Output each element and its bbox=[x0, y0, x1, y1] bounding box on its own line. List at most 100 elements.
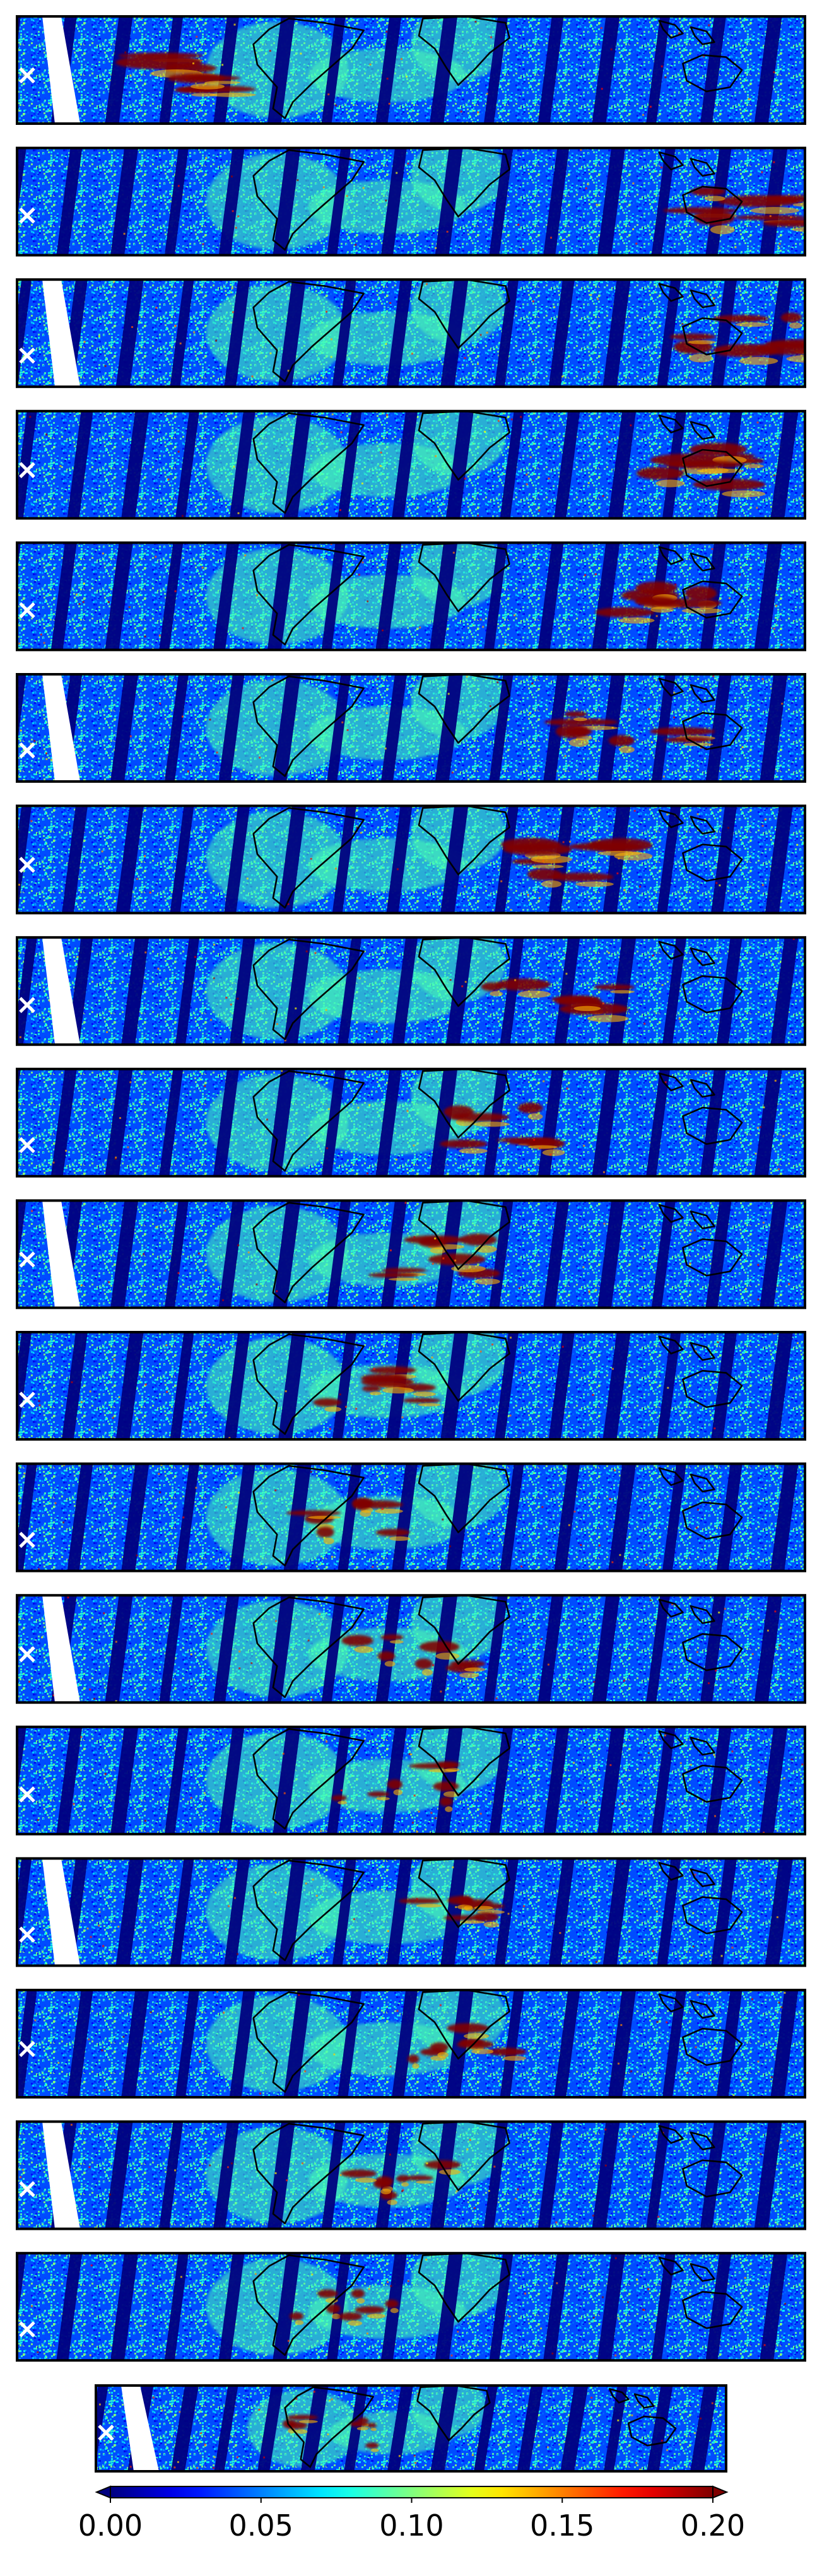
map-panel bbox=[16, 1462, 806, 1572]
start-marker-icon bbox=[98, 2425, 114, 2441]
start-marker-icon bbox=[19, 602, 35, 619]
coastline bbox=[627, 2415, 677, 2447]
panel-frame bbox=[16, 1199, 806, 1309]
map-panel bbox=[16, 15, 806, 125]
panel-frame bbox=[16, 936, 806, 1046]
coastline bbox=[658, 546, 684, 565]
coastline bbox=[690, 289, 715, 308]
coastline bbox=[682, 580, 743, 619]
coastline bbox=[658, 151, 684, 170]
map-panel bbox=[16, 1989, 806, 2099]
coastline bbox=[418, 937, 510, 1007]
coastline bbox=[658, 1467, 684, 1486]
map-panel bbox=[16, 541, 806, 652]
colorbar-body bbox=[95, 2485, 729, 2499]
coastline bbox=[682, 2291, 743, 2329]
coastline bbox=[418, 2253, 510, 2323]
coastline bbox=[418, 1200, 510, 1270]
coastline bbox=[252, 1991, 365, 2093]
coastline bbox=[658, 2125, 684, 2144]
panel-frame bbox=[16, 278, 806, 389]
start-marker-icon bbox=[19, 1251, 35, 1268]
coastline bbox=[252, 1202, 365, 1304]
panel-frame bbox=[16, 1462, 806, 1572]
coastline bbox=[418, 1068, 510, 1139]
start-marker-icon bbox=[19, 857, 35, 873]
coastline bbox=[252, 1596, 365, 1698]
colorbar-tick-label: 0.15 bbox=[530, 2509, 594, 2543]
map-panel bbox=[95, 2384, 727, 2473]
coastline bbox=[252, 544, 365, 646]
start-marker-icon bbox=[19, 2321, 35, 2338]
map-panel bbox=[16, 936, 806, 1046]
map-panel bbox=[16, 146, 806, 257]
panel-frame bbox=[16, 541, 806, 652]
coastline bbox=[682, 185, 743, 224]
colorbar-ticks: 0.00 0.05 0.10 0.15 0.20 bbox=[78, 2498, 745, 2543]
coastline bbox=[418, 1463, 510, 1533]
coastline bbox=[252, 2254, 365, 2356]
coastline bbox=[252, 281, 365, 383]
coastline bbox=[658, 1993, 684, 2013]
coastline bbox=[252, 939, 365, 1040]
start-marker-icon bbox=[19, 207, 35, 224]
coastline bbox=[690, 1473, 715, 1493]
coastline bbox=[690, 1736, 715, 1756]
coastline bbox=[252, 18, 365, 119]
coastline bbox=[633, 2393, 655, 2409]
start-marker-icon bbox=[19, 2181, 35, 2198]
coastline bbox=[690, 2131, 715, 2151]
coastline bbox=[682, 1238, 743, 1277]
start-marker-icon bbox=[19, 742, 35, 759]
coastline bbox=[658, 20, 684, 39]
colorbar-tick-label: 0.10 bbox=[379, 2509, 443, 2543]
coastline bbox=[418, 674, 510, 744]
coastline bbox=[690, 421, 715, 440]
map-panel bbox=[16, 1857, 806, 1967]
start-marker-icon bbox=[19, 1391, 35, 1408]
coastline bbox=[690, 158, 715, 177]
coastline bbox=[690, 1999, 715, 2019]
panel-frame bbox=[16, 1331, 806, 1441]
coastline bbox=[418, 1858, 510, 1928]
coastline bbox=[658, 1598, 684, 1618]
panel-frame bbox=[16, 1857, 806, 1967]
coastline bbox=[252, 149, 365, 251]
coastline bbox=[682, 1633, 743, 1671]
map-panels bbox=[16, 15, 806, 2473]
coastline bbox=[658, 1072, 684, 1092]
coastline bbox=[252, 1859, 365, 1962]
coastline bbox=[252, 1728, 365, 1830]
panel-frame bbox=[16, 146, 806, 257]
coastline bbox=[418, 411, 510, 481]
coastline bbox=[418, 542, 510, 612]
coastline bbox=[418, 805, 510, 875]
start-marker-icon bbox=[19, 997, 35, 1014]
coastline bbox=[690, 684, 715, 703]
coastline bbox=[252, 1333, 365, 1435]
coastline bbox=[284, 2386, 374, 2468]
panel-frame bbox=[16, 2252, 806, 2362]
coastline bbox=[690, 1605, 715, 1624]
coastline bbox=[682, 1369, 743, 1408]
panel-frame bbox=[16, 15, 806, 125]
panel-frame bbox=[16, 1594, 806, 1704]
start-marker-icon bbox=[19, 67, 35, 84]
map-panel bbox=[16, 2120, 806, 2230]
coastline bbox=[682, 2159, 743, 2198]
start-marker-icon bbox=[19, 1786, 35, 1803]
start-marker-icon bbox=[19, 1646, 35, 1663]
map-panel bbox=[16, 409, 806, 520]
panel-frame bbox=[16, 409, 806, 520]
coastline bbox=[252, 412, 365, 514]
map-panel bbox=[16, 2252, 806, 2362]
coastline bbox=[658, 809, 684, 828]
coastline bbox=[418, 1726, 510, 1796]
colorbar-tick-label: 0.05 bbox=[229, 2509, 293, 2543]
coastline bbox=[658, 414, 684, 434]
start-marker-icon bbox=[19, 462, 35, 479]
coastline bbox=[658, 1203, 684, 1223]
coastline bbox=[252, 1070, 365, 1172]
coastline bbox=[658, 677, 684, 697]
coastline bbox=[690, 947, 715, 966]
